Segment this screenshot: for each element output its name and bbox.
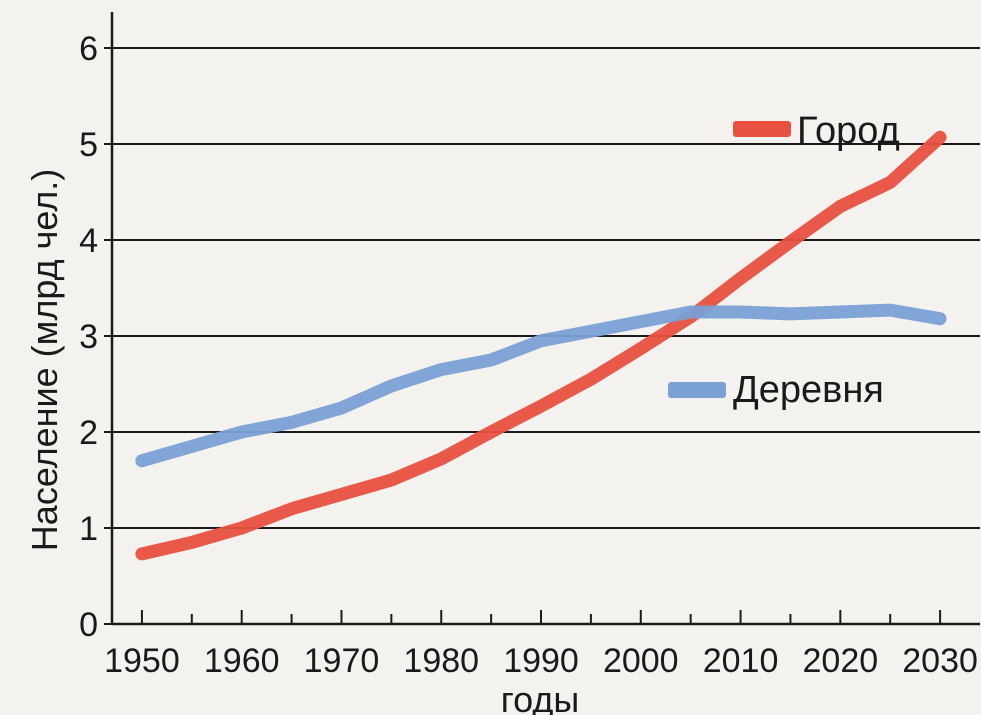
y-tick-label: 6 bbox=[79, 30, 98, 68]
x-tick-label: 1970 bbox=[304, 642, 380, 680]
axes bbox=[104, 12, 980, 626]
series-line-1 bbox=[135, 303, 947, 468]
x-tick-label: 2010 bbox=[703, 642, 779, 680]
y-tick-label: 1 bbox=[79, 510, 98, 548]
series-lines bbox=[135, 130, 947, 561]
legend-swatch-village bbox=[668, 382, 726, 398]
x-tick-label: 1980 bbox=[403, 642, 479, 680]
y-axis-title: Население (млрд чел.) bbox=[24, 169, 65, 551]
x-axis-title: годы bbox=[501, 679, 579, 715]
x-tick-label: 1950 bbox=[104, 642, 180, 680]
y-tick-label: 4 bbox=[79, 222, 98, 260]
x-tick-label: 2030 bbox=[902, 642, 978, 680]
x-tick-label: 2020 bbox=[803, 642, 879, 680]
legend-swatch-city bbox=[733, 121, 791, 137]
x-tick-labels: 1950 1960 1970 1980 1990 2000 2010 2020 2030 bbox=[104, 642, 978, 680]
x-tick-label: 1960 bbox=[204, 642, 280, 680]
legend-label-city: Город bbox=[797, 110, 900, 152]
series-line-0 bbox=[135, 130, 947, 561]
y-tick-label: 5 bbox=[79, 126, 98, 164]
legend-label-village: Деревня bbox=[733, 369, 884, 411]
y-tick-label: 3 bbox=[79, 318, 98, 356]
x-tick-label: 1990 bbox=[503, 642, 579, 680]
y-tick-label: 0 bbox=[79, 606, 98, 644]
y-tick-labels: 0 1 2 3 4 5 6 bbox=[79, 30, 98, 644]
y-tick-label: 2 bbox=[79, 414, 98, 452]
x-tick-label: 2000 bbox=[603, 642, 679, 680]
